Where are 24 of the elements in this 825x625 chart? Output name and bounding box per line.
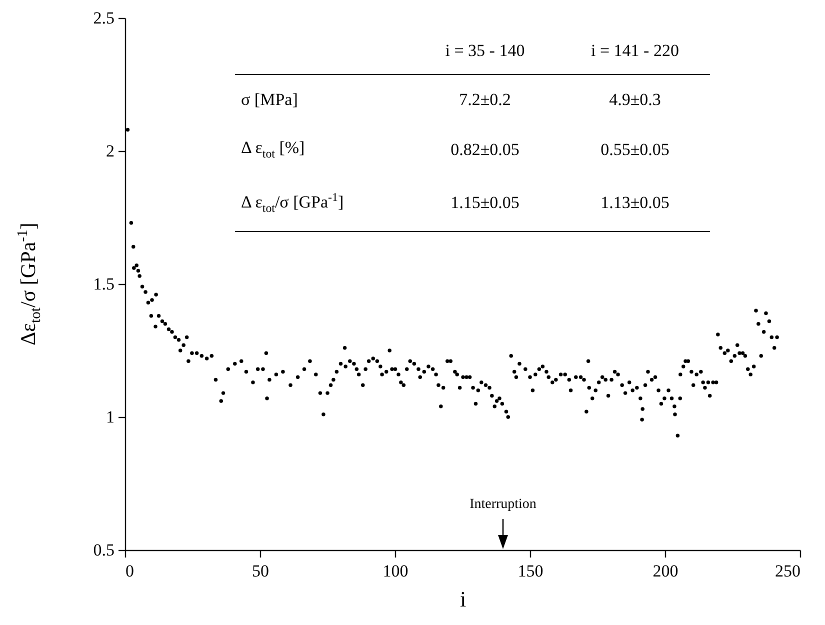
y-tick-label: 0.5 (93, 540, 114, 560)
annotation: 7.2±0.2 (458, 89, 512, 111)
annotation: σ [MPa] (240, 89, 299, 111)
annotation: 0.82±0.05 (450, 139, 520, 161)
y-tick-label: 2.5 (93, 8, 114, 28)
y-tick-label: 1.5 (93, 274, 114, 294)
annotation: Δ ε$_{tot}$ [%] (240, 137, 306, 163)
x-axis-title: i (460, 586, 466, 612)
y-tick-label: 1 (106, 408, 114, 426)
x-tick-label: 50 (252, 562, 269, 580)
x-tick-label: 100 (382, 562, 408, 580)
annotation: 0.55±0.05 (600, 139, 670, 161)
annotation: 4.9±0.3 (608, 89, 662, 111)
x-tick-label: 150 (518, 562, 544, 580)
annotation: i = 35 - 140 (410, 28, 560, 74)
annotation: Δ ε$_{tot}$/σ [GPa$^{-1}$] (235, 175, 410, 232)
x-tick-label: 0 (126, 562, 134, 580)
annotation: 1.15±0.05 (410, 175, 560, 232)
x-tick-label: 200 (652, 562, 678, 580)
y-tick-label: 2 (106, 142, 114, 160)
annotation: 1.13±0.05 (560, 175, 710, 232)
annotation: i = 141 - 220 (560, 28, 710, 74)
x-tick-label: 250 (775, 562, 800, 580)
annotation: Interruption (470, 497, 536, 513)
